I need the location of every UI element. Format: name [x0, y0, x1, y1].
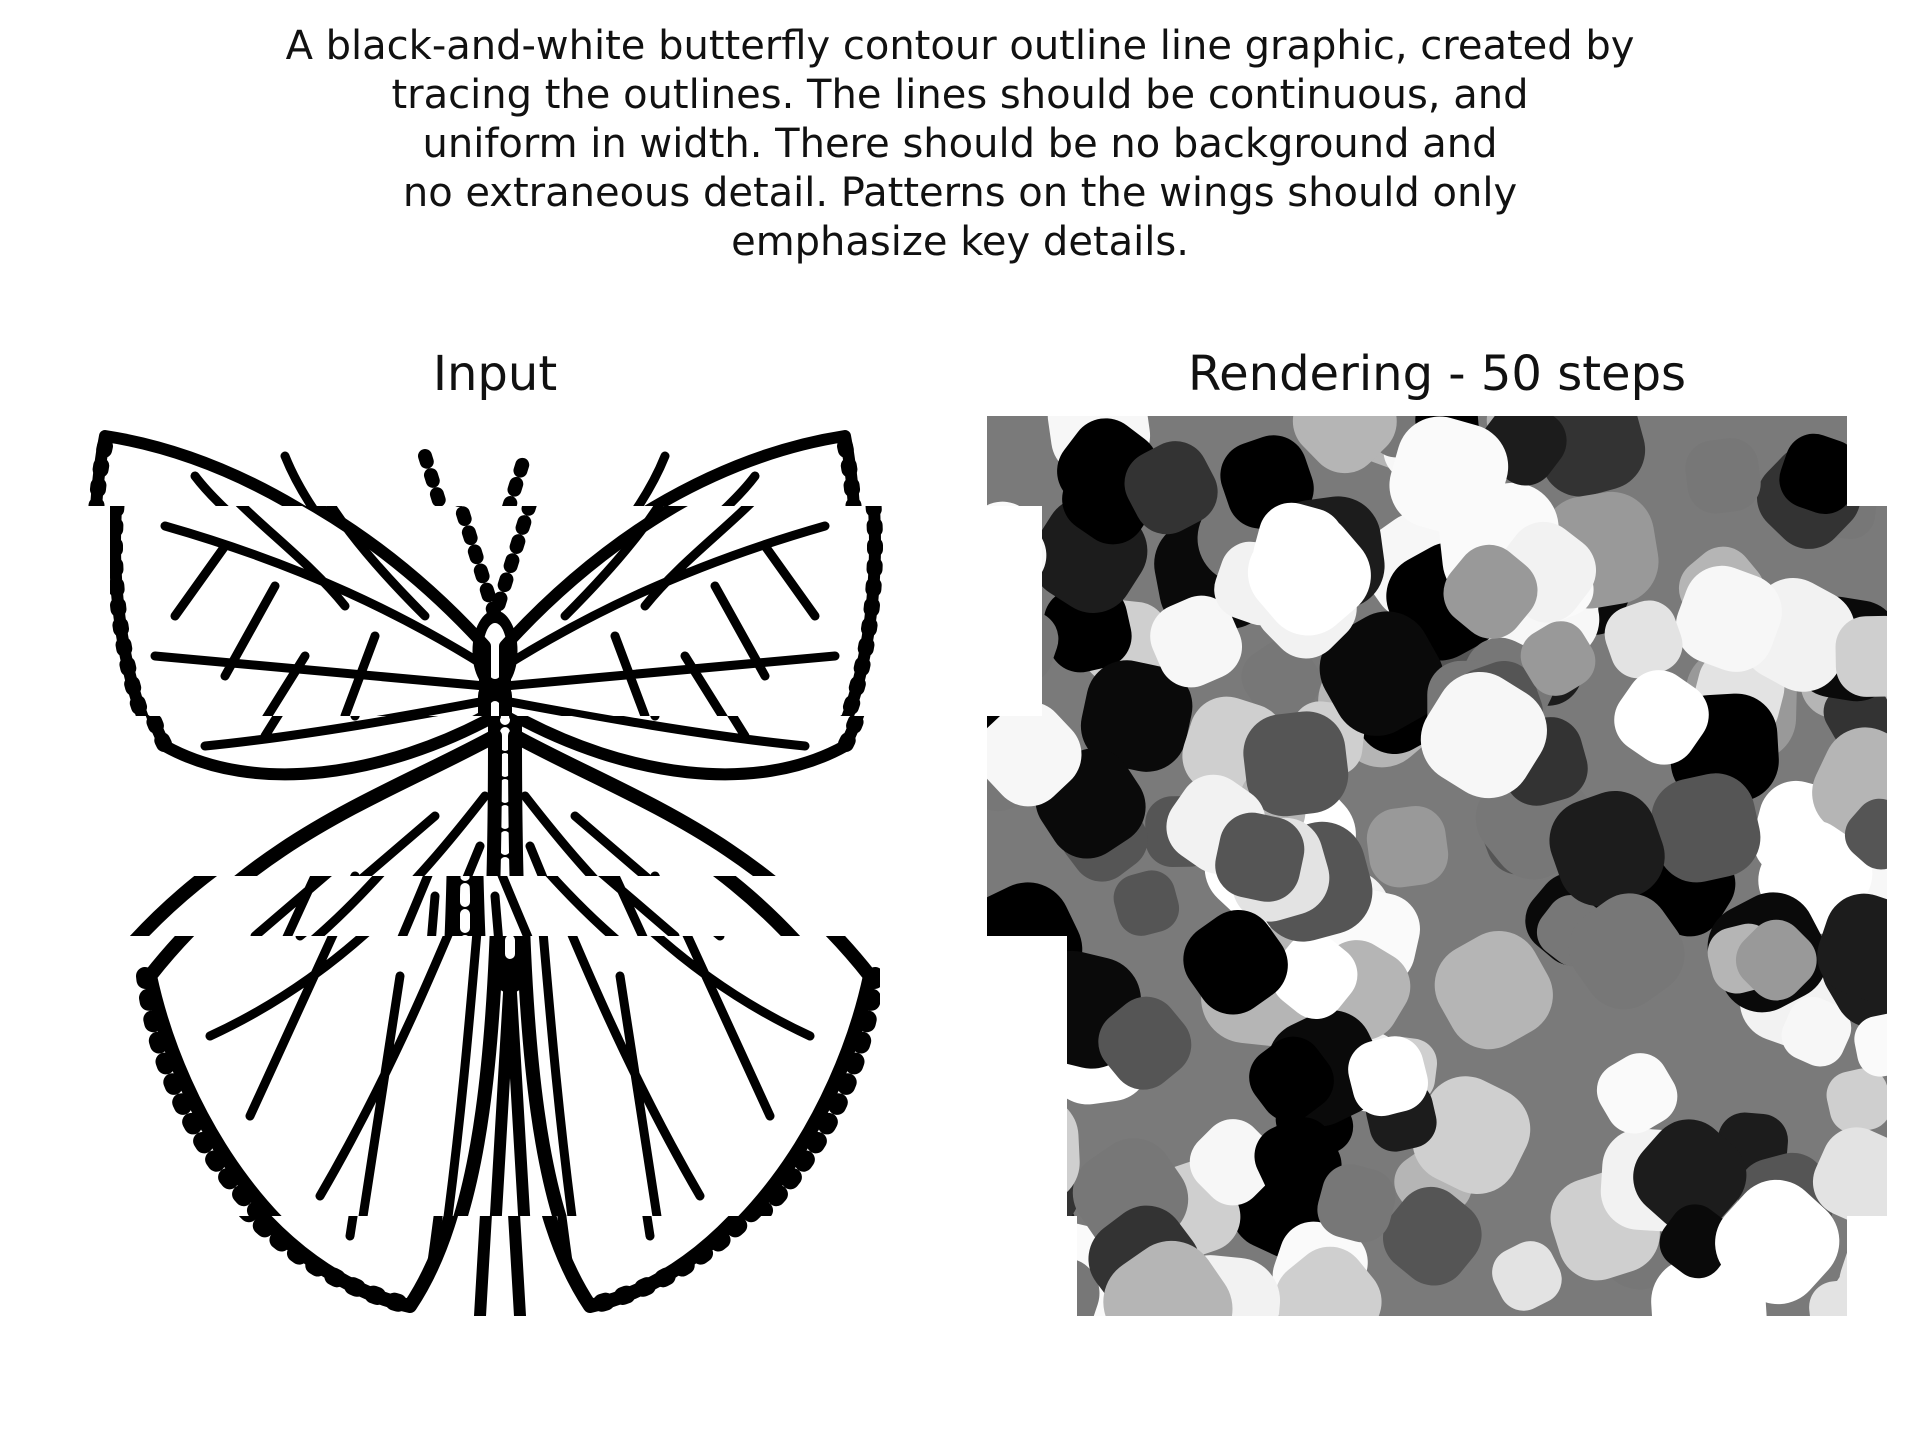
paint-blob: [1781, 996, 1852, 1067]
paint-blob: [1292, 416, 1397, 474]
blob-painting: [987, 416, 1887, 1316]
paint-blob: [1080, 660, 1193, 772]
paint-blob: [1103, 1240, 1233, 1316]
paint-blob: [1389, 416, 1509, 536]
paint-blob: [1492, 1241, 1562, 1311]
paint-blob: [987, 701, 1082, 807]
paint-blob: [1633, 1119, 1747, 1233]
paint-blob: [1189, 1119, 1277, 1206]
paint-blob: [1274, 1246, 1382, 1316]
paint-blob: [1249, 1036, 1334, 1122]
paint-blob: [1534, 416, 1646, 497]
input-panel-title: Input: [432, 346, 558, 402]
paint-blob: [1812, 727, 1887, 846]
paint-blob: [1254, 1117, 1342, 1205]
paint-blob: [1150, 595, 1243, 688]
paint-blob: [1241, 639, 1321, 719]
paint-blob: [1844, 798, 1887, 870]
paint-blob: [1215, 812, 1305, 902]
paint-blob: [1826, 1068, 1887, 1133]
paint-blob: [1835, 615, 1887, 697]
paint-blob: [1854, 1013, 1887, 1077]
paint-blob: [1247, 512, 1371, 636]
paint-blob: [1113, 870, 1180, 936]
paint-blob: [1675, 565, 1782, 672]
strip-notch: [987, 506, 1042, 716]
paint-blob: [1614, 670, 1709, 765]
butterfly-illustration: [45, 416, 945, 1316]
paint-blob: [1098, 996, 1192, 1090]
paint-blob: [1568, 893, 1685, 1010]
figure-caption: A black-and-white butterfly contour outl…: [285, 23, 1635, 265]
paint-blob: [1271, 933, 1358, 1020]
paint-blob: [1651, 1256, 1768, 1316]
paint-blob: [1434, 931, 1553, 1050]
paint-blob: [1124, 441, 1218, 535]
paint-blob: [1520, 621, 1596, 696]
paint-blob: [1685, 438, 1761, 514]
rendering-image: [987, 416, 1887, 1316]
paint-blob: [1549, 790, 1665, 907]
strip-notch: [987, 1216, 1077, 1316]
paint-blob: [1348, 1036, 1428, 1117]
paint-blob: [1651, 773, 1761, 883]
input-image: [45, 416, 945, 1316]
paint-blob: [1366, 806, 1449, 888]
paint-blob: [1817, 893, 1887, 1003]
paint-blob: [1596, 1053, 1678, 1134]
strip-notch: [1847, 1216, 1887, 1316]
paint-blob: [1779, 433, 1860, 515]
paint-blob: [1812, 1127, 1887, 1226]
paint-blob: [1715, 1179, 1840, 1305]
strip-notch: [1847, 416, 1887, 506]
paint-blob: [1420, 671, 1547, 799]
paint-blob: [1317, 1164, 1396, 1243]
paint-blob: [1659, 1204, 1734, 1279]
paint-blob: [1443, 544, 1538, 639]
paint-blob: [1383, 1186, 1482, 1286]
paint-blob: [1604, 600, 1683, 679]
paint-blob: [1319, 611, 1445, 736]
paint-blob: [1243, 711, 1349, 817]
paint-blob: [1183, 910, 1288, 1015]
strip-notch: [987, 936, 1067, 1216]
paint-blob: [1412, 1076, 1531, 1195]
rendering-panel-title: Rendering - 50 steps: [1187, 346, 1687, 402]
paint-blob: [1735, 919, 1817, 1001]
